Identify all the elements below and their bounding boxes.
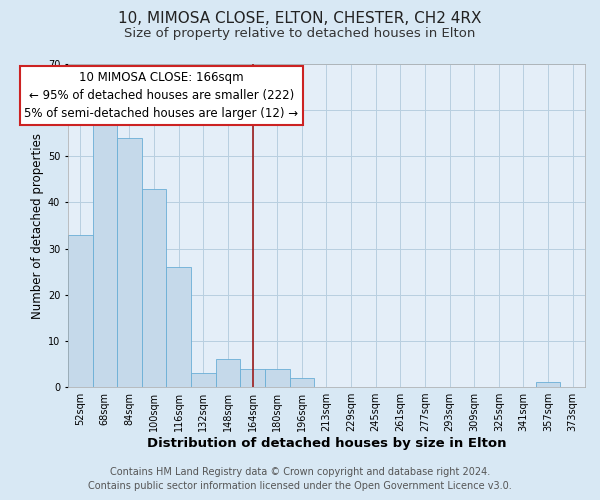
Bar — [142, 188, 166, 387]
Bar — [191, 373, 215, 387]
Text: 10 MIMOSA CLOSE: 166sqm
← 95% of detached houses are smaller (222)
5% of semi-de: 10 MIMOSA CLOSE: 166sqm ← 95% of detache… — [25, 71, 299, 120]
Bar — [215, 360, 240, 387]
Bar — [117, 138, 142, 387]
Bar — [166, 267, 191, 387]
Text: 10, MIMOSA CLOSE, ELTON, CHESTER, CH2 4RX: 10, MIMOSA CLOSE, ELTON, CHESTER, CH2 4R… — [118, 11, 482, 26]
Bar — [265, 368, 290, 387]
Y-axis label: Number of detached properties: Number of detached properties — [31, 132, 44, 318]
Bar — [68, 235, 92, 387]
Text: Size of property relative to detached houses in Elton: Size of property relative to detached ho… — [124, 28, 476, 40]
Text: Contains HM Land Registry data © Crown copyright and database right 2024.
Contai: Contains HM Land Registry data © Crown c… — [88, 467, 512, 491]
Bar — [92, 120, 117, 387]
Bar — [536, 382, 560, 387]
Bar — [240, 368, 265, 387]
X-axis label: Distribution of detached houses by size in Elton: Distribution of detached houses by size … — [147, 437, 506, 450]
Bar — [290, 378, 314, 387]
